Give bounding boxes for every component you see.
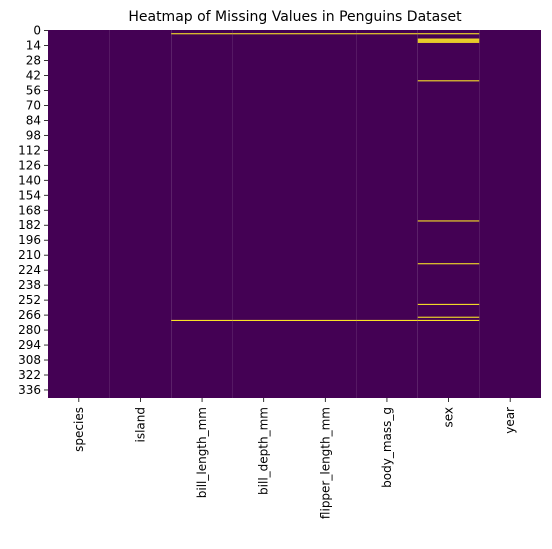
missing-cell-body_mass_g-271 [356,319,418,321]
y-tick-label: 70 [26,98,41,112]
y-tick-label: 294 [18,338,41,352]
y-tick-label: 98 [26,128,41,142]
y-tick-label: 210 [18,248,41,262]
missing-cell-sex-9 [417,39,480,41]
x-tick-label: species [72,407,86,452]
heatmap-column-year [479,30,541,398]
heatmap-column-body_mass_g [356,30,418,398]
y-tick-label: 42 [26,68,41,82]
y-tick-label: 238 [18,278,41,292]
y-tick-label: 182 [18,218,41,232]
missing-cell-sex-268 [417,316,480,318]
missing-cell-sex-47 [417,80,480,82]
missing-cell-sex-3 [417,33,480,35]
missing-cell-sex-178 [417,220,480,222]
chart-title: Heatmap of Missing Values in Penguins Da… [128,9,462,25]
heatmap-column-species [48,30,110,398]
y-tick-label: 126 [18,158,41,172]
missing-cell-sex-8 [417,38,480,40]
heatmap-cells [48,30,541,398]
y-tick-label: 224 [18,263,41,277]
missing-cell-sex-218 [417,263,480,265]
missing-cell-bill_depth_mm-3 [232,33,295,35]
y-tick-label: 308 [18,353,41,367]
y-tick-label: 336 [18,383,41,397]
heatmap-column-flipper_length_mm [294,30,357,398]
y-tick-label: 252 [18,293,41,307]
y-tick-label: 0 [33,24,41,38]
missing-cell-bill_depth_mm-271 [232,319,295,321]
y-tick-label: 196 [18,233,41,247]
y-tick-label: 280 [18,323,41,337]
x-tick-label: bill_depth_mm [257,407,271,495]
x-tick-label: flipper_length_mm [318,407,332,519]
missing-cell-sex-10 [417,40,480,42]
y-tick-label: 168 [18,203,41,217]
missing-cell-flipper_length_mm-3 [294,33,357,35]
heatmap-column-bill_depth_mm [232,30,295,398]
heatmap-column-sex [417,30,480,398]
x-tick-label: bill_length_mm [195,407,209,498]
missing-cell-bill_length_mm-3 [171,33,233,35]
y-tick-label: 154 [18,188,41,202]
missing-cell-flipper_length_mm-271 [294,319,357,321]
y-tick-label: 56 [26,83,41,97]
missing-cell-sex-271 [417,319,480,321]
x-axis: species island bill_length_mm bill_depth_mm… [72,398,517,519]
y-tick-label: 322 [18,368,41,382]
heatmap-column-island [109,30,172,398]
x-tick-label: year [503,407,517,434]
y-tick-label: 14 [26,39,41,53]
y-tick-label: 266 [18,308,41,322]
x-tick-label: island [133,407,147,443]
y-tick-label: 140 [18,173,41,187]
x-tick-label: sex [442,407,456,428]
y-axis: 0142842567084981121261401541681821962102… [18,24,48,397]
y-tick-label: 112 [18,143,41,157]
missing-cell-bill_length_mm-271 [171,319,233,321]
missing-cell-sex-11 [417,41,480,43]
missing-cell-body_mass_g-3 [356,33,418,35]
missing-cell-sex-256 [417,303,480,305]
y-tick-label: 84 [26,113,41,127]
heatmap-column-bill_length_mm [171,30,233,398]
x-tick-label: body_mass_g [380,407,394,488]
y-tick-label: 28 [26,53,41,67]
